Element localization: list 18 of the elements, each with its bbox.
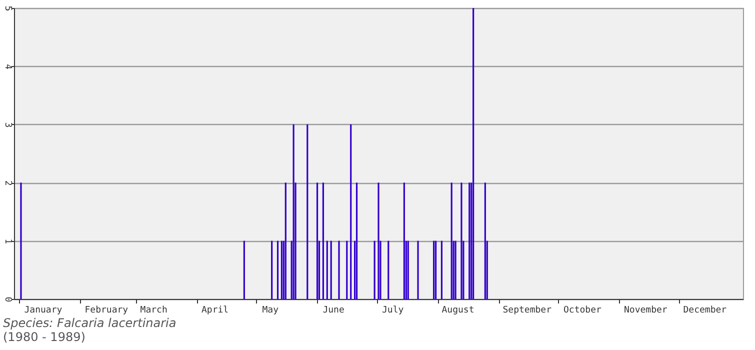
x-tick-label: January [24,306,63,316]
x-tick-label: February [84,306,129,316]
x-tick-label: July [382,306,404,316]
x-tick-label: April [202,306,229,316]
x-tick-label: June [322,306,344,316]
y-tick-label: 4 [2,64,12,70]
y-tick-label: 5 [2,6,12,12]
text: Species: Falcaria lacertinaria [3,316,176,330]
text: (1980 - 1989) [3,330,86,344]
x-tick-label: August [442,306,474,316]
y-tick-label: 3 [2,122,12,128]
x-tick-label: May [262,306,280,316]
x-tick-label: September [502,306,552,316]
x-tick-label: December [683,306,728,316]
x-tick-label: March [140,306,168,316]
x-tick-label: October [563,306,602,316]
y-tick-label: 0 [2,296,12,302]
x-tick-label: November [624,306,668,316]
